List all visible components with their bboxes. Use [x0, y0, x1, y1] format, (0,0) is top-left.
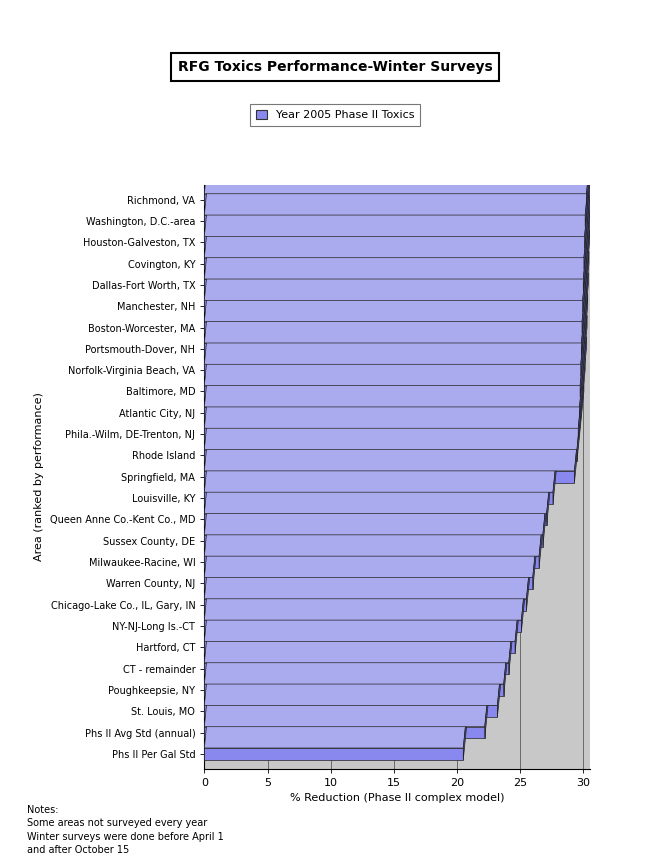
Bar	[204, 236, 584, 248]
Bar	[204, 364, 581, 376]
Polygon shape	[581, 294, 588, 376]
Bar	[204, 321, 582, 333]
Polygon shape	[204, 443, 553, 514]
Bar	[204, 449, 577, 461]
Bar	[204, 556, 539, 568]
Polygon shape	[204, 422, 560, 492]
Polygon shape	[204, 528, 533, 599]
Polygon shape	[578, 358, 585, 440]
Bar	[204, 386, 580, 398]
Bar	[204, 279, 584, 290]
Polygon shape	[582, 273, 588, 355]
Polygon shape	[580, 337, 586, 418]
Polygon shape	[577, 380, 584, 461]
Polygon shape	[584, 167, 592, 248]
Polygon shape	[204, 614, 511, 684]
Polygon shape	[204, 294, 588, 364]
Polygon shape	[204, 508, 540, 577]
X-axis label: % Reduction (Phase II complex model): % Reduction (Phase II complex model)	[289, 794, 505, 803]
Text: RFG Toxics Performance-Winter Surveys: RFG Toxics Performance-Winter Surveys	[178, 59, 492, 74]
Bar	[204, 301, 583, 312]
Polygon shape	[547, 443, 553, 525]
Polygon shape	[204, 486, 546, 556]
Polygon shape	[521, 550, 529, 632]
Bar	[204, 258, 584, 270]
Bar	[204, 492, 553, 504]
Bar	[204, 535, 543, 546]
Bar	[204, 429, 578, 440]
Polygon shape	[553, 422, 560, 504]
Polygon shape	[204, 187, 591, 258]
Polygon shape	[204, 380, 584, 449]
Polygon shape	[582, 252, 589, 333]
Polygon shape	[204, 358, 585, 429]
Bar	[204, 727, 485, 739]
Polygon shape	[584, 187, 591, 270]
Polygon shape	[497, 636, 505, 717]
Polygon shape	[204, 550, 529, 620]
Polygon shape	[533, 508, 540, 589]
Polygon shape	[204, 656, 492, 727]
Polygon shape	[204, 273, 588, 343]
Polygon shape	[204, 593, 516, 663]
Polygon shape	[485, 656, 492, 739]
Polygon shape	[204, 401, 582, 471]
Bar	[204, 471, 574, 483]
Polygon shape	[509, 593, 516, 674]
Polygon shape	[204, 337, 586, 407]
Polygon shape	[527, 528, 533, 611]
Y-axis label: Area (ranked by performance): Area (ranked by performance)	[34, 393, 44, 561]
Legend: Year 2005 Phase II Toxics: Year 2005 Phase II Toxics	[250, 104, 420, 126]
Polygon shape	[204, 209, 590, 279]
Bar	[204, 407, 580, 418]
Bar	[204, 215, 585, 227]
Bar	[204, 577, 533, 589]
Polygon shape	[463, 678, 470, 759]
Bar	[204, 514, 547, 525]
Polygon shape	[204, 167, 592, 236]
Bar	[204, 620, 521, 632]
Polygon shape	[204, 230, 590, 301]
Polygon shape	[204, 636, 505, 705]
Polygon shape	[580, 315, 587, 398]
Polygon shape	[204, 678, 470, 748]
Polygon shape	[574, 401, 582, 483]
Polygon shape	[204, 571, 522, 642]
Polygon shape	[515, 571, 522, 653]
Bar	[204, 642, 515, 653]
Polygon shape	[504, 614, 511, 696]
Polygon shape	[204, 124, 594, 194]
Polygon shape	[539, 486, 546, 568]
Polygon shape	[584, 209, 590, 290]
Polygon shape	[204, 315, 587, 386]
Polygon shape	[583, 230, 590, 312]
Polygon shape	[543, 465, 550, 546]
Bar	[204, 599, 527, 611]
Bar	[204, 194, 586, 205]
Polygon shape	[585, 145, 592, 227]
Polygon shape	[204, 465, 550, 535]
Bar	[204, 705, 497, 717]
Bar	[204, 343, 582, 355]
Polygon shape	[204, 252, 589, 321]
Polygon shape	[204, 145, 592, 215]
Polygon shape	[586, 124, 594, 205]
Bar	[204, 684, 504, 696]
Text: Notes:
Some areas not surveyed every year
Winter surveys were done before April : Notes: Some areas not surveyed every yea…	[27, 805, 224, 855]
Bar	[204, 748, 463, 759]
Bar	[204, 663, 509, 674]
